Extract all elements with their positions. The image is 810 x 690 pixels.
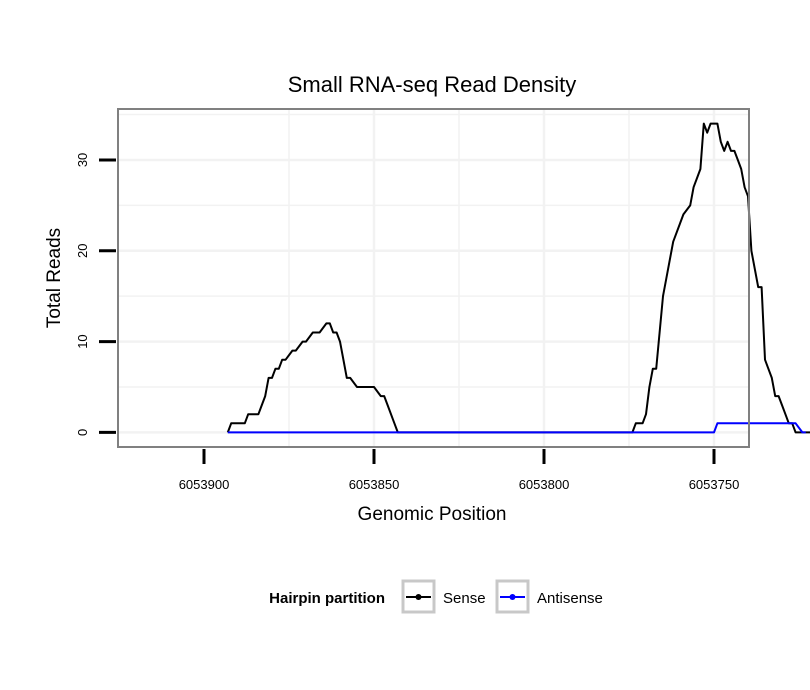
y-tick-label: 10 bbox=[75, 334, 90, 348]
legend-key-point bbox=[415, 594, 422, 600]
legend-item-antisense[interactable]: Antisense bbox=[495, 579, 603, 614]
series-lines bbox=[226, 122, 810, 434]
y-tick-label: 30 bbox=[75, 153, 90, 167]
x-tick-label: 6053900 bbox=[179, 477, 230, 492]
chart-title: Small RNA-seq Read Density bbox=[288, 72, 577, 97]
grid bbox=[119, 110, 748, 446]
legend-title: Hairpin partition bbox=[269, 590, 385, 607]
legend: Hairpin partition Sense Antisense bbox=[269, 579, 603, 614]
plot-panel-border bbox=[117, 108, 750, 448]
x-tick-label: 6053750 bbox=[689, 477, 740, 492]
legend-label-sense: Sense bbox=[443, 590, 486, 607]
legend-key-point bbox=[509, 594, 516, 600]
y-tick-label: 20 bbox=[75, 244, 90, 258]
x-axis-label: Genomic Position bbox=[358, 504, 507, 525]
series-line-antisense bbox=[227, 422, 806, 434]
legend-label-antisense: Antisense bbox=[537, 590, 603, 607]
legend-item-sense[interactable]: Sense bbox=[401, 579, 486, 614]
series-line-sense bbox=[226, 122, 810, 434]
y-tick-label: 0 bbox=[75, 429, 90, 436]
y-axis-label: Total Reads bbox=[44, 228, 65, 328]
x-tick-label: 6053800 bbox=[519, 477, 570, 492]
x-tick-label: 6053850 bbox=[349, 477, 400, 492]
axes: 6053900 6053850 6053800 6053750 0 10 20 30 bbox=[75, 153, 739, 492]
